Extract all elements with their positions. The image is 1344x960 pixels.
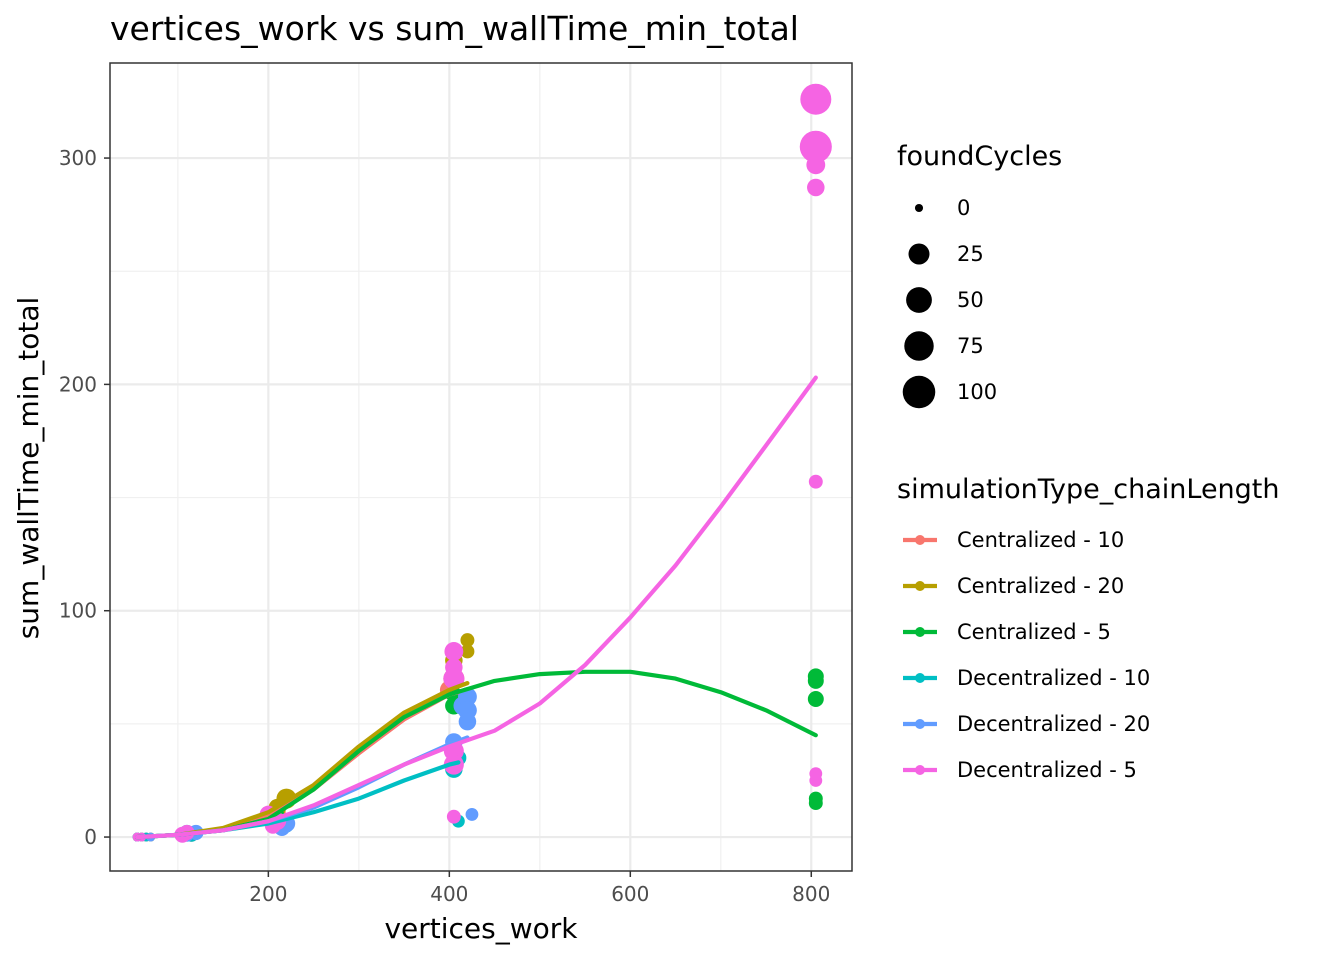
size-legend-key [908, 243, 930, 265]
data-point [465, 808, 479, 821]
color-legend-point [915, 535, 925, 545]
data-point [460, 644, 475, 659]
data-point [458, 712, 477, 731]
size-legend-key [902, 375, 936, 409]
data-point [809, 774, 823, 787]
data-point [799, 130, 832, 163]
color-legend-point [915, 719, 925, 729]
data-point [808, 796, 823, 811]
y-tick-label: 0 [84, 825, 97, 849]
size-legend-label: 25 [957, 242, 984, 266]
data-point [808, 474, 823, 489]
data-point [444, 642, 464, 661]
size-legend-label: 100 [957, 380, 997, 404]
color-legend-point [915, 627, 925, 637]
y-tick-label: 300 [59, 146, 97, 170]
chart-title: vertices_work vs sum_wallTime_min_total [110, 9, 799, 48]
x-tick-label: 200 [249, 882, 287, 906]
y-tick-label: 100 [59, 599, 97, 623]
size-legend-title: foundCycles [897, 141, 1062, 172]
panel-border [109, 62, 853, 872]
size-legend-label: 0 [957, 196, 970, 220]
x-tick-label: 800 [792, 882, 830, 906]
size-legend-key [904, 331, 934, 361]
size-legend-key [914, 203, 924, 213]
size-legend-label: 50 [957, 288, 984, 312]
smooth-line [135, 375, 818, 840]
color-legend-point [915, 765, 925, 775]
y-tick-label: 200 [59, 372, 97, 396]
data-point [807, 178, 825, 197]
y-axis-title: sum_wallTime_min_total [12, 297, 45, 640]
data-point [460, 633, 475, 648]
data-point [446, 809, 461, 824]
size-legend-key [906, 287, 932, 313]
data-point [800, 83, 832, 115]
plot-panel [109, 62, 853, 872]
x-axis-title: vertices_work [384, 912, 578, 945]
panel-background [110, 63, 852, 871]
color-legend-label: Centralized - 20 [957, 574, 1124, 598]
color-legend-label: Decentralized - 5 [957, 758, 1137, 782]
data-point [806, 155, 826, 175]
color-legend-label: Centralized - 10 [957, 528, 1124, 552]
data-point [807, 691, 824, 707]
data-point [807, 672, 824, 689]
size-legend-label: 75 [957, 334, 984, 358]
x-tick-label: 600 [611, 882, 649, 906]
legend: foundCycles simulationType_chainLength 0… [897, 141, 1280, 782]
color-legend-point [915, 581, 925, 591]
data-point [443, 668, 465, 690]
color-legend-label: Decentralized - 10 [957, 666, 1150, 690]
color-legend-title: simulationType_chainLength [897, 474, 1280, 505]
color-legend-label: Centralized - 5 [957, 620, 1111, 644]
color-legend-label: Decentralized - 20 [957, 712, 1150, 736]
color-legend-point [915, 673, 925, 683]
x-tick-label: 400 [430, 882, 468, 906]
